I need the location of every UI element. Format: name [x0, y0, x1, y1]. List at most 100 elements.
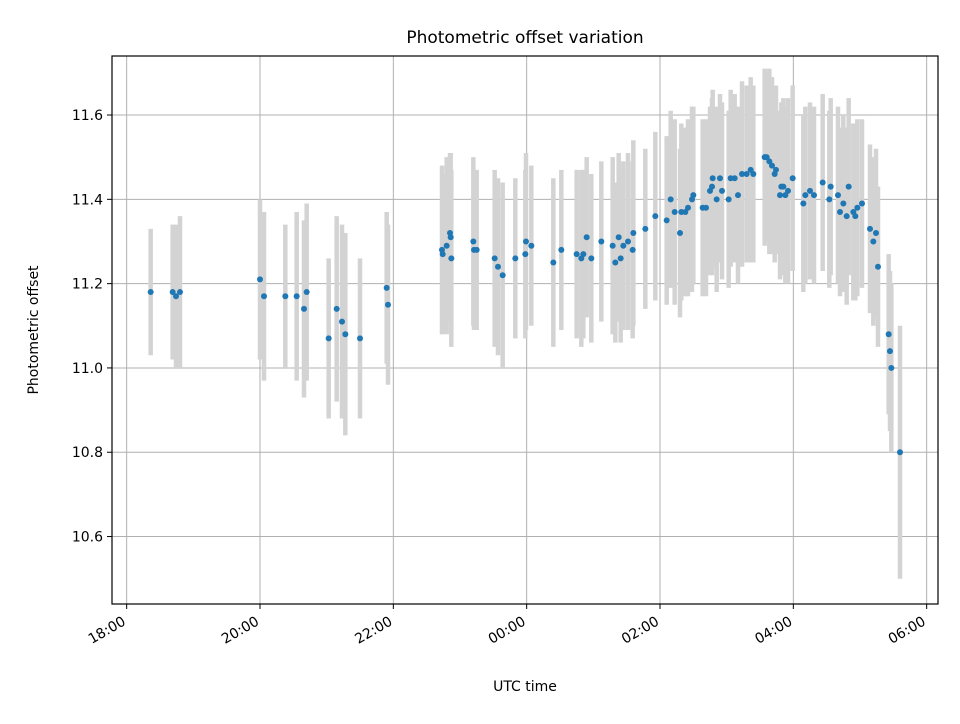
data-point [811, 192, 817, 199]
data-point [743, 171, 750, 178]
data-point [719, 187, 725, 194]
data-point [573, 251, 580, 258]
data-point [612, 259, 619, 266]
data-point [826, 196, 833, 203]
y-tick-label: 11.4 [72, 192, 103, 208]
data-point [303, 289, 310, 296]
data-point [169, 289, 176, 296]
data-point [652, 213, 659, 220]
data-point [385, 301, 391, 308]
y-tick-label: 11.0 [72, 361, 103, 377]
data-point [802, 192, 809, 199]
data-point [491, 255, 498, 262]
data-point [499, 272, 506, 279]
data-point [550, 259, 557, 266]
data-point [731, 175, 738, 182]
data-point [495, 263, 501, 270]
data-point [439, 251, 446, 258]
data-point [885, 331, 892, 338]
data-point [867, 225, 873, 232]
data-point [873, 230, 879, 237]
data-point [470, 238, 477, 245]
data-point [750, 171, 757, 178]
data-point [609, 242, 616, 249]
y-axis-label: Photometric offset [26, 265, 42, 395]
data-point [625, 238, 631, 245]
data-point [177, 289, 183, 296]
data-point [617, 255, 624, 262]
data-point [685, 204, 691, 211]
data-point [558, 246, 565, 253]
data-point [663, 217, 670, 224]
y-tick-label: 11.6 [72, 108, 103, 124]
y-tick-label: 10.6 [72, 530, 103, 546]
data-point [677, 230, 683, 237]
data-point [523, 238, 529, 245]
data-point [357, 335, 363, 342]
y-tick-label: 11.2 [72, 277, 103, 293]
data-point [642, 225, 649, 232]
data-point [800, 200, 807, 207]
data-point [845, 183, 852, 190]
y-axis-ticks: 10.6 10.8 11.0 11.2 11.4 11.6 [72, 108, 112, 546]
data-point [671, 208, 678, 215]
data-point [261, 293, 267, 300]
data-point [447, 234, 454, 241]
data-point [629, 246, 636, 253]
data-point [522, 251, 529, 258]
data-point [282, 293, 289, 300]
data-point [709, 183, 715, 190]
data-point [827, 183, 834, 190]
data-point [147, 289, 154, 296]
data-point [717, 175, 723, 182]
data-point [725, 196, 732, 203]
data-point [852, 213, 859, 220]
data-point [735, 192, 741, 199]
data-point [703, 204, 709, 211]
data-point [512, 255, 519, 262]
data-point [769, 162, 775, 169]
data-point [789, 175, 796, 182]
data-point [780, 183, 787, 190]
data-point [690, 192, 697, 199]
data-point [739, 171, 745, 178]
data-point [870, 238, 877, 245]
data-point [339, 318, 345, 325]
y-tick-label: 10.8 [72, 445, 103, 461]
data-point [528, 242, 535, 249]
data-point [840, 200, 847, 207]
data-point [301, 305, 307, 312]
data-point [897, 449, 903, 456]
data-point [293, 293, 300, 300]
data-point [854, 204, 861, 211]
data-point [713, 196, 720, 203]
data-point [333, 305, 340, 312]
data-point [448, 255, 455, 262]
data-point [843, 213, 850, 220]
data-point [630, 230, 637, 237]
data-point [709, 175, 716, 182]
data-point [777, 192, 783, 199]
data-point [598, 238, 605, 245]
data-point [383, 284, 390, 291]
data-point [443, 242, 450, 249]
data-point [819, 179, 826, 186]
x-axis-label: UTC time [493, 679, 557, 695]
data-point [342, 331, 349, 338]
data-point [257, 276, 263, 283]
data-points [147, 154, 903, 456]
data-point [875, 263, 881, 270]
data-point [667, 196, 674, 203]
plot-frame [111, 55, 939, 605]
data-point [620, 242, 627, 249]
data-point [588, 255, 595, 262]
data-point [580, 251, 587, 258]
data-point [615, 234, 622, 241]
data-point [835, 192, 841, 199]
data-point [888, 364, 895, 371]
data-point [807, 187, 813, 194]
data-point [473, 246, 480, 253]
data-point [583, 234, 590, 241]
